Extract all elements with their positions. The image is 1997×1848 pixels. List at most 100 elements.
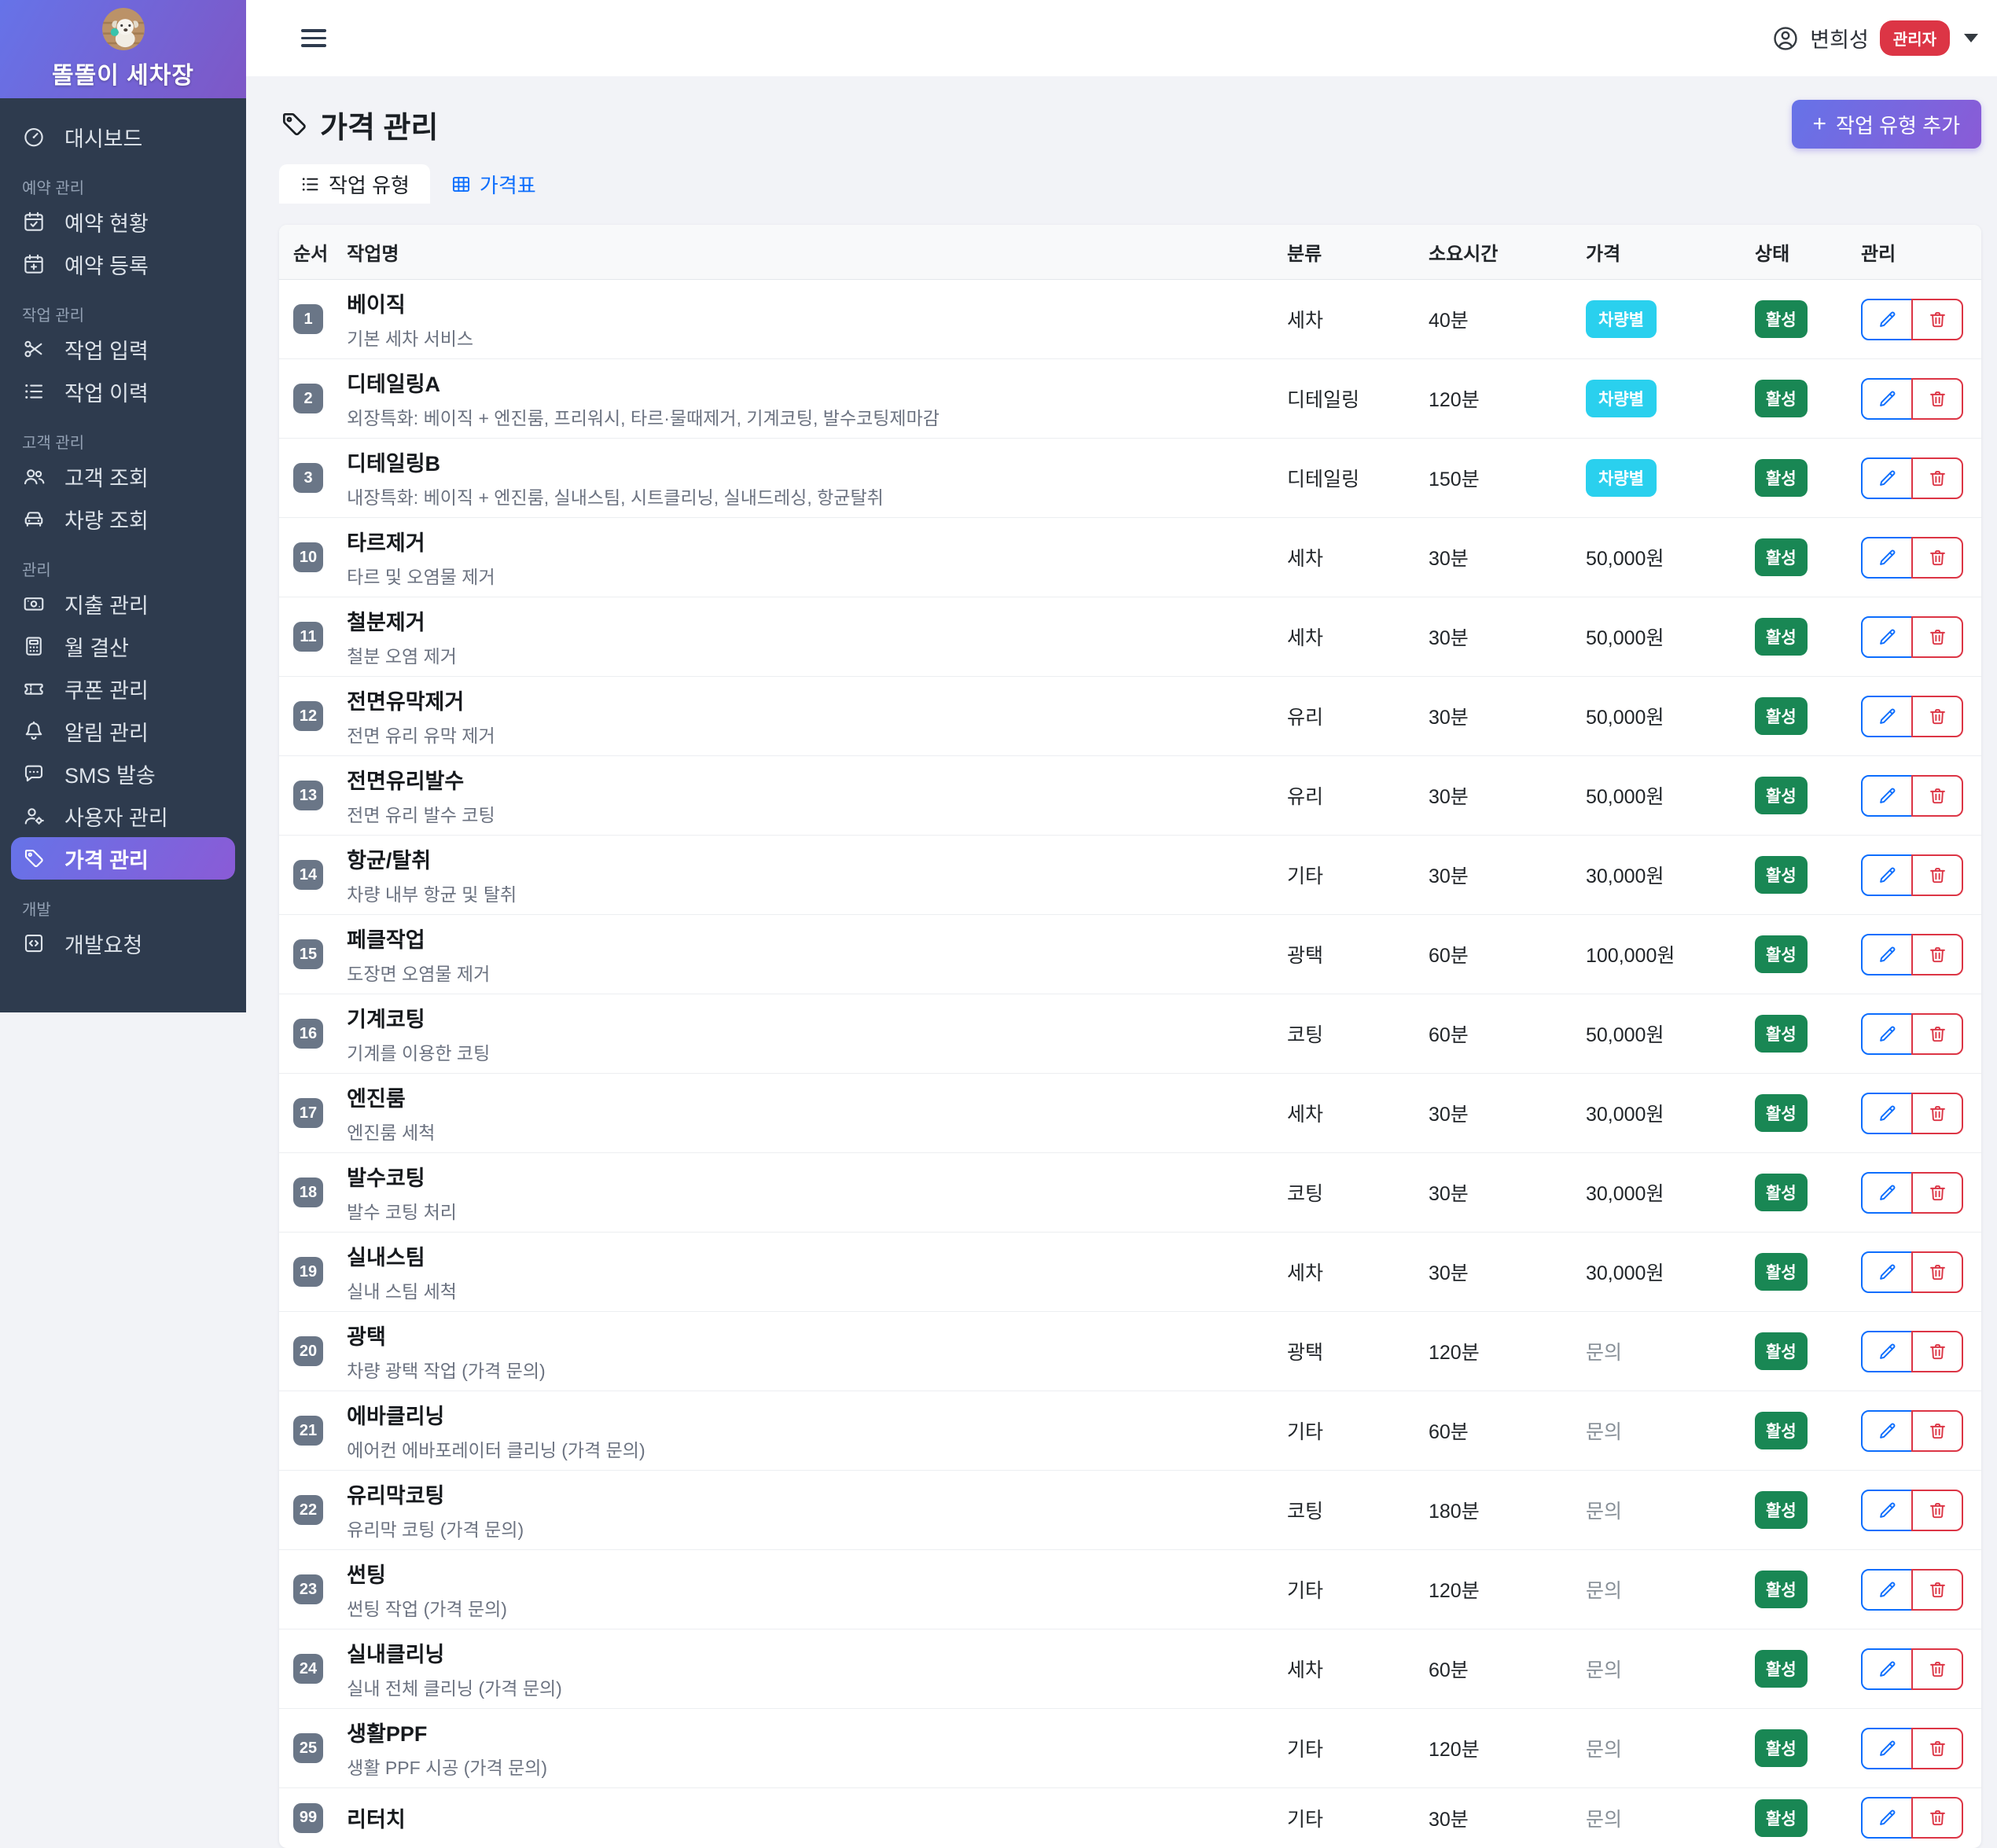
duration-cell: 30분 [1429, 1262, 1469, 1284]
delete-button[interactable] [1911, 615, 1963, 658]
edit-button[interactable] [1861, 615, 1913, 658]
category-cell: 기타 [1287, 1739, 1324, 1761]
pencil-icon [1877, 1262, 1898, 1283]
job-desc: 전면 유리 유막 제거 [347, 726, 495, 746]
category-cell: 기타 [1287, 1580, 1324, 1602]
sidebar-item[interactable]: 작업 이력 [11, 370, 235, 413]
sidebar-item[interactable]: 쿠폰 관리 [11, 667, 235, 710]
delete-button[interactable] [1911, 1012, 1963, 1055]
delete-button[interactable] [1911, 1251, 1963, 1293]
sidebar-item-label: 개발요청 [64, 933, 143, 957]
pencil-icon [1877, 626, 1898, 648]
price-cell: 문의 [1586, 1501, 1623, 1523]
tab-price-table[interactable]: 가격표 [430, 164, 557, 204]
delete-button[interactable] [1911, 1727, 1963, 1769]
category-cell: 디테일링 [1287, 389, 1360, 411]
pencil-icon [1877, 785, 1898, 806]
job-name: 썬팅 [347, 1563, 386, 1587]
delete-button[interactable] [1911, 1568, 1963, 1611]
tab-job-types[interactable]: 작업 유형 [279, 164, 430, 204]
edit-button[interactable] [1861, 1330, 1913, 1372]
edit-button[interactable] [1861, 298, 1913, 340]
user-menu[interactable]: 변희성 관리자 [1772, 20, 1978, 56]
sidebar-item[interactable]: 알림 관리 [11, 710, 235, 752]
sidebar-item-label: SMS 발송 [64, 763, 156, 788]
sidebar-item-label: 사용자 관리 [64, 806, 168, 830]
order-badge: 13 [293, 781, 323, 810]
delete-button[interactable] [1911, 1171, 1963, 1214]
job-name: 타르제거 [347, 531, 425, 555]
trash-icon [1927, 1659, 1948, 1680]
delete-button[interactable] [1911, 457, 1963, 499]
sidebar-item[interactable]: 작업 입력 [11, 328, 235, 370]
edit-button[interactable] [1861, 1568, 1913, 1611]
caret-down-icon [1964, 34, 1978, 42]
sidebar-item[interactable]: SMS 발송 [11, 752, 235, 795]
sidebar-item[interactable]: 월 결산 [11, 625, 235, 667]
sidebar-item[interactable]: 가격 관리 [11, 837, 235, 880]
delete-button[interactable] [1911, 1489, 1963, 1531]
delete-button[interactable] [1911, 1409, 1963, 1452]
user-icon [1772, 25, 1799, 52]
trash-icon [1927, 706, 1948, 727]
row-actions [1861, 1012, 1972, 1055]
delete-button[interactable] [1911, 1092, 1963, 1134]
calendar-plus-icon [22, 252, 46, 276]
edit-button[interactable] [1861, 1648, 1913, 1690]
edit-button[interactable] [1861, 1797, 1913, 1839]
delete-button[interactable] [1911, 536, 1963, 579]
edit-button[interactable] [1861, 377, 1913, 420]
delete-button[interactable] [1911, 933, 1963, 975]
status-badge: 활성 [1755, 856, 1808, 894]
price-cell: 문의 [1586, 1808, 1623, 1831]
sidebar-item[interactable]: 예약 현황 [11, 200, 235, 243]
category-cell: 세차 [1287, 1104, 1324, 1126]
edit-button[interactable] [1861, 774, 1913, 817]
sidebar-item[interactable]: 차량 조회 [11, 498, 235, 540]
menu-icon[interactable] [301, 29, 326, 47]
sidebar-item[interactable]: 고객 조회 [11, 455, 235, 498]
job-name: 베이직 [347, 293, 406, 317]
edit-button[interactable] [1861, 1251, 1913, 1293]
price-cell: 문의 [1586, 1659, 1623, 1681]
edit-button[interactable] [1861, 1409, 1913, 1452]
status-badge: 활성 [1755, 300, 1808, 338]
edit-button[interactable] [1861, 1092, 1913, 1134]
delete-button[interactable] [1911, 298, 1963, 340]
sidebar-item[interactable]: 지출 관리 [11, 582, 235, 625]
edit-button[interactable] [1861, 1489, 1913, 1531]
trash-icon [1927, 309, 1948, 330]
duration-cell: 120분 [1429, 1739, 1480, 1761]
delete-button[interactable] [1911, 695, 1963, 737]
edit-button[interactable] [1861, 1727, 1913, 1769]
sidebar-item[interactable]: 사용자 관리 [11, 795, 235, 837]
edit-button[interactable] [1861, 1171, 1913, 1214]
edit-button[interactable] [1861, 933, 1913, 975]
job-name: 전면유막제거 [347, 690, 465, 714]
edit-button[interactable] [1861, 695, 1913, 737]
delete-button[interactable] [1911, 1797, 1963, 1839]
duration-cell: 120분 [1429, 389, 1480, 411]
scissors-icon [22, 337, 46, 361]
edit-button[interactable] [1861, 1012, 1913, 1055]
delete-button[interactable] [1911, 377, 1963, 420]
add-job-type-button[interactable]: + 작업 유형 추가 [1791, 100, 1981, 149]
status-badge: 활성 [1755, 1174, 1808, 1211]
edit-button[interactable] [1861, 457, 1913, 499]
price-cell: 30,000원 [1586, 1104, 1664, 1126]
delete-button[interactable] [1911, 1648, 1963, 1690]
edit-button[interactable] [1861, 536, 1913, 579]
duration-cell: 60분 [1429, 1659, 1469, 1681]
sidebar-item[interactable]: 예약 등록 [11, 243, 235, 285]
sidebar-item[interactable]: 대시보드 [11, 116, 235, 158]
status-badge: 활성 [1755, 1798, 1808, 1837]
col-category: 분류 [1278, 225, 1419, 280]
table-row: 13 전면유리발수 전면 유리 발수 코팅 유리 30분 50,000원 활성 [279, 755, 1981, 836]
sidebar-item[interactable]: 개발요청 [11, 922, 235, 964]
edit-button[interactable] [1861, 854, 1913, 896]
table-row: 23 썬팅 썬팅 작업 (가격 문의) 기타 120분 문의 활성 [279, 1549, 1981, 1629]
delete-button[interactable] [1911, 854, 1963, 896]
delete-button[interactable] [1911, 1330, 1963, 1372]
job-desc: 실내 전체 클리닝 (가격 문의) [347, 1678, 562, 1699]
delete-button[interactable] [1911, 774, 1963, 817]
